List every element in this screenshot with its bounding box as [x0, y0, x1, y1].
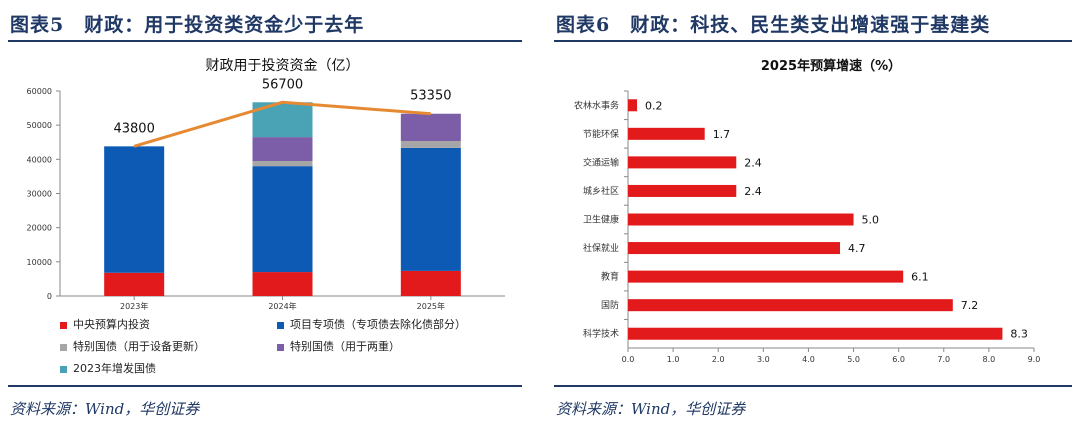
bar-segment: [400, 147, 461, 271]
bar-segment: [252, 161, 313, 167]
total-data-label: 56700: [262, 77, 303, 92]
x-tick-label: 7.0: [937, 355, 950, 364]
right-horizontal-bar-chart: 2025年预算增速（%） 0.0 1.0 2.0 3.0 4.0 5.0 6.0 7.0 8.0 9…: [574, 58, 1041, 364]
bar-segment: [104, 146, 165, 273]
bar-value-label: 1.7: [713, 128, 731, 141]
bar: [628, 299, 953, 312]
bar: [628, 156, 737, 169]
y-tick-label: 60000: [27, 87, 52, 96]
category-label: 社保就业: [583, 242, 619, 254]
bar-segment: [400, 270, 461, 296]
bar-segment: [252, 166, 313, 273]
legend-label: 2023年增发国债: [73, 362, 156, 375]
x-tick-label: 2025年: [417, 301, 445, 311]
category-label: 节能环保: [583, 128, 619, 140]
legend-item-central-budget: 中央预算内投资: [60, 316, 150, 332]
x-tick-label: 2024年: [268, 301, 296, 311]
x-tick-label: 8.0: [983, 355, 996, 364]
right-bottom-rule: [554, 385, 1072, 387]
category-label: 城乡社区: [583, 185, 619, 197]
bar-segment: [400, 113, 461, 142]
bar: [628, 99, 638, 112]
category-label: 交通运输: [583, 156, 619, 168]
bar-segment: [400, 141, 461, 148]
category-label: 科学技术: [583, 328, 619, 340]
y-tick-label: 0: [47, 292, 52, 301]
bar-value-label: 2.4: [744, 156, 762, 169]
total-data-label: 53350: [410, 89, 451, 104]
x-tick-label: 3.0: [757, 355, 770, 364]
legend-item-two-major-bonds: 特别国债（用于两重）: [277, 338, 400, 354]
x-tick-label: 0.0: [622, 355, 635, 364]
x-tick-label: 9.0: [1028, 355, 1041, 364]
legend-swatch-purple: [277, 343, 284, 351]
left-source-note: 资料来源：Wind，华创证券: [10, 400, 200, 418]
category-label: 农林水事务: [574, 99, 619, 111]
x-tick-label: 4.0: [802, 355, 815, 364]
bar-value-label: 4.7: [848, 242, 866, 255]
legend-label: 特别国债（用于设备更新）: [73, 340, 205, 353]
right-figure-panel: 图表6 财政：科技、民生类支出增速强于基建类 2025年预算增速（%） 0.0 1.…: [546, 0, 1080, 428]
right-title-rule: [554, 40, 1072, 42]
legend-swatch-teal: [60, 365, 67, 373]
legend-label: 中央预算内投资: [73, 318, 150, 331]
bar: [628, 127, 705, 140]
bar: [628, 184, 737, 197]
left-figure-title: 图表5 财政：用于投资类资金少于去年: [10, 14, 365, 36]
legend-swatch-red: [60, 321, 67, 329]
bar: [628, 213, 854, 226]
bar: [628, 270, 904, 283]
right-source-note: 资料来源：Wind，华创证券: [556, 400, 746, 418]
x-tick-label: 6.0: [892, 355, 905, 364]
bar-value-label: 5.0: [862, 214, 880, 227]
x-tick-label: 1.0: [667, 355, 680, 364]
legend-label: 特别国债（用于两重）: [290, 340, 400, 353]
legend-swatch-gray: [60, 343, 67, 351]
legend-label: 项目专项债（专项债去除化债部分）: [290, 318, 466, 331]
legend-item-equipment-bonds: 特别国债（用于设备更新）: [60, 338, 205, 354]
legend-swatch-blue: [277, 321, 284, 329]
left-bottom-rule: [8, 385, 522, 387]
x-tick-label: 2.0: [712, 355, 725, 364]
bar: [628, 242, 841, 255]
bar-segment: [252, 137, 313, 162]
left-stacked-bar-chart: 财政用于投资资金（亿） 0 10000 20000 30000 40000 50000 600…: [27, 58, 505, 311]
bar-value-label: 2.4: [744, 185, 762, 198]
bar-value-label: 0.2: [645, 99, 663, 112]
category-label: 教育: [601, 271, 619, 283]
left-title-rule: [8, 40, 522, 42]
bar-value-label: 6.1: [911, 271, 929, 284]
category-label: 卫生健康: [583, 214, 619, 226]
chart-title: 2025年预算增速（%）: [761, 58, 901, 74]
y-tick-label: 30000: [27, 190, 52, 199]
legend-item-2023-bonds: 2023年增发国债: [60, 360, 156, 376]
legend-item-special-bonds: 项目专项债（专项债去除化债部分）: [277, 316, 466, 332]
chart-title: 财政用于投资资金（亿）: [206, 58, 360, 74]
bar-segment: [252, 272, 313, 296]
y-tick-label: 10000: [27, 258, 52, 267]
y-tick-label: 20000: [27, 224, 52, 233]
bar-value-label: 7.2: [961, 299, 979, 312]
y-tick-label: 50000: [27, 121, 52, 130]
x-tick-label: 5.0: [847, 355, 860, 364]
total-line: [133, 100, 431, 148]
bar-segment: [104, 272, 165, 296]
total-data-label: 43800: [113, 121, 154, 136]
y-tick-label: 40000: [27, 155, 52, 164]
category-label: 国防: [601, 299, 619, 311]
bar-value-label: 8.3: [1010, 328, 1028, 341]
bar: [628, 327, 1003, 340]
right-figure-title: 图表6 财政：科技、民生类支出增速强于基建类: [556, 14, 991, 36]
left-figure-panel: 图表5 财政：用于投资类资金少于去年 财政用于投资资金（亿） 0 10000 2000…: [0, 0, 530, 428]
x-tick-label: 2023年: [120, 301, 148, 311]
